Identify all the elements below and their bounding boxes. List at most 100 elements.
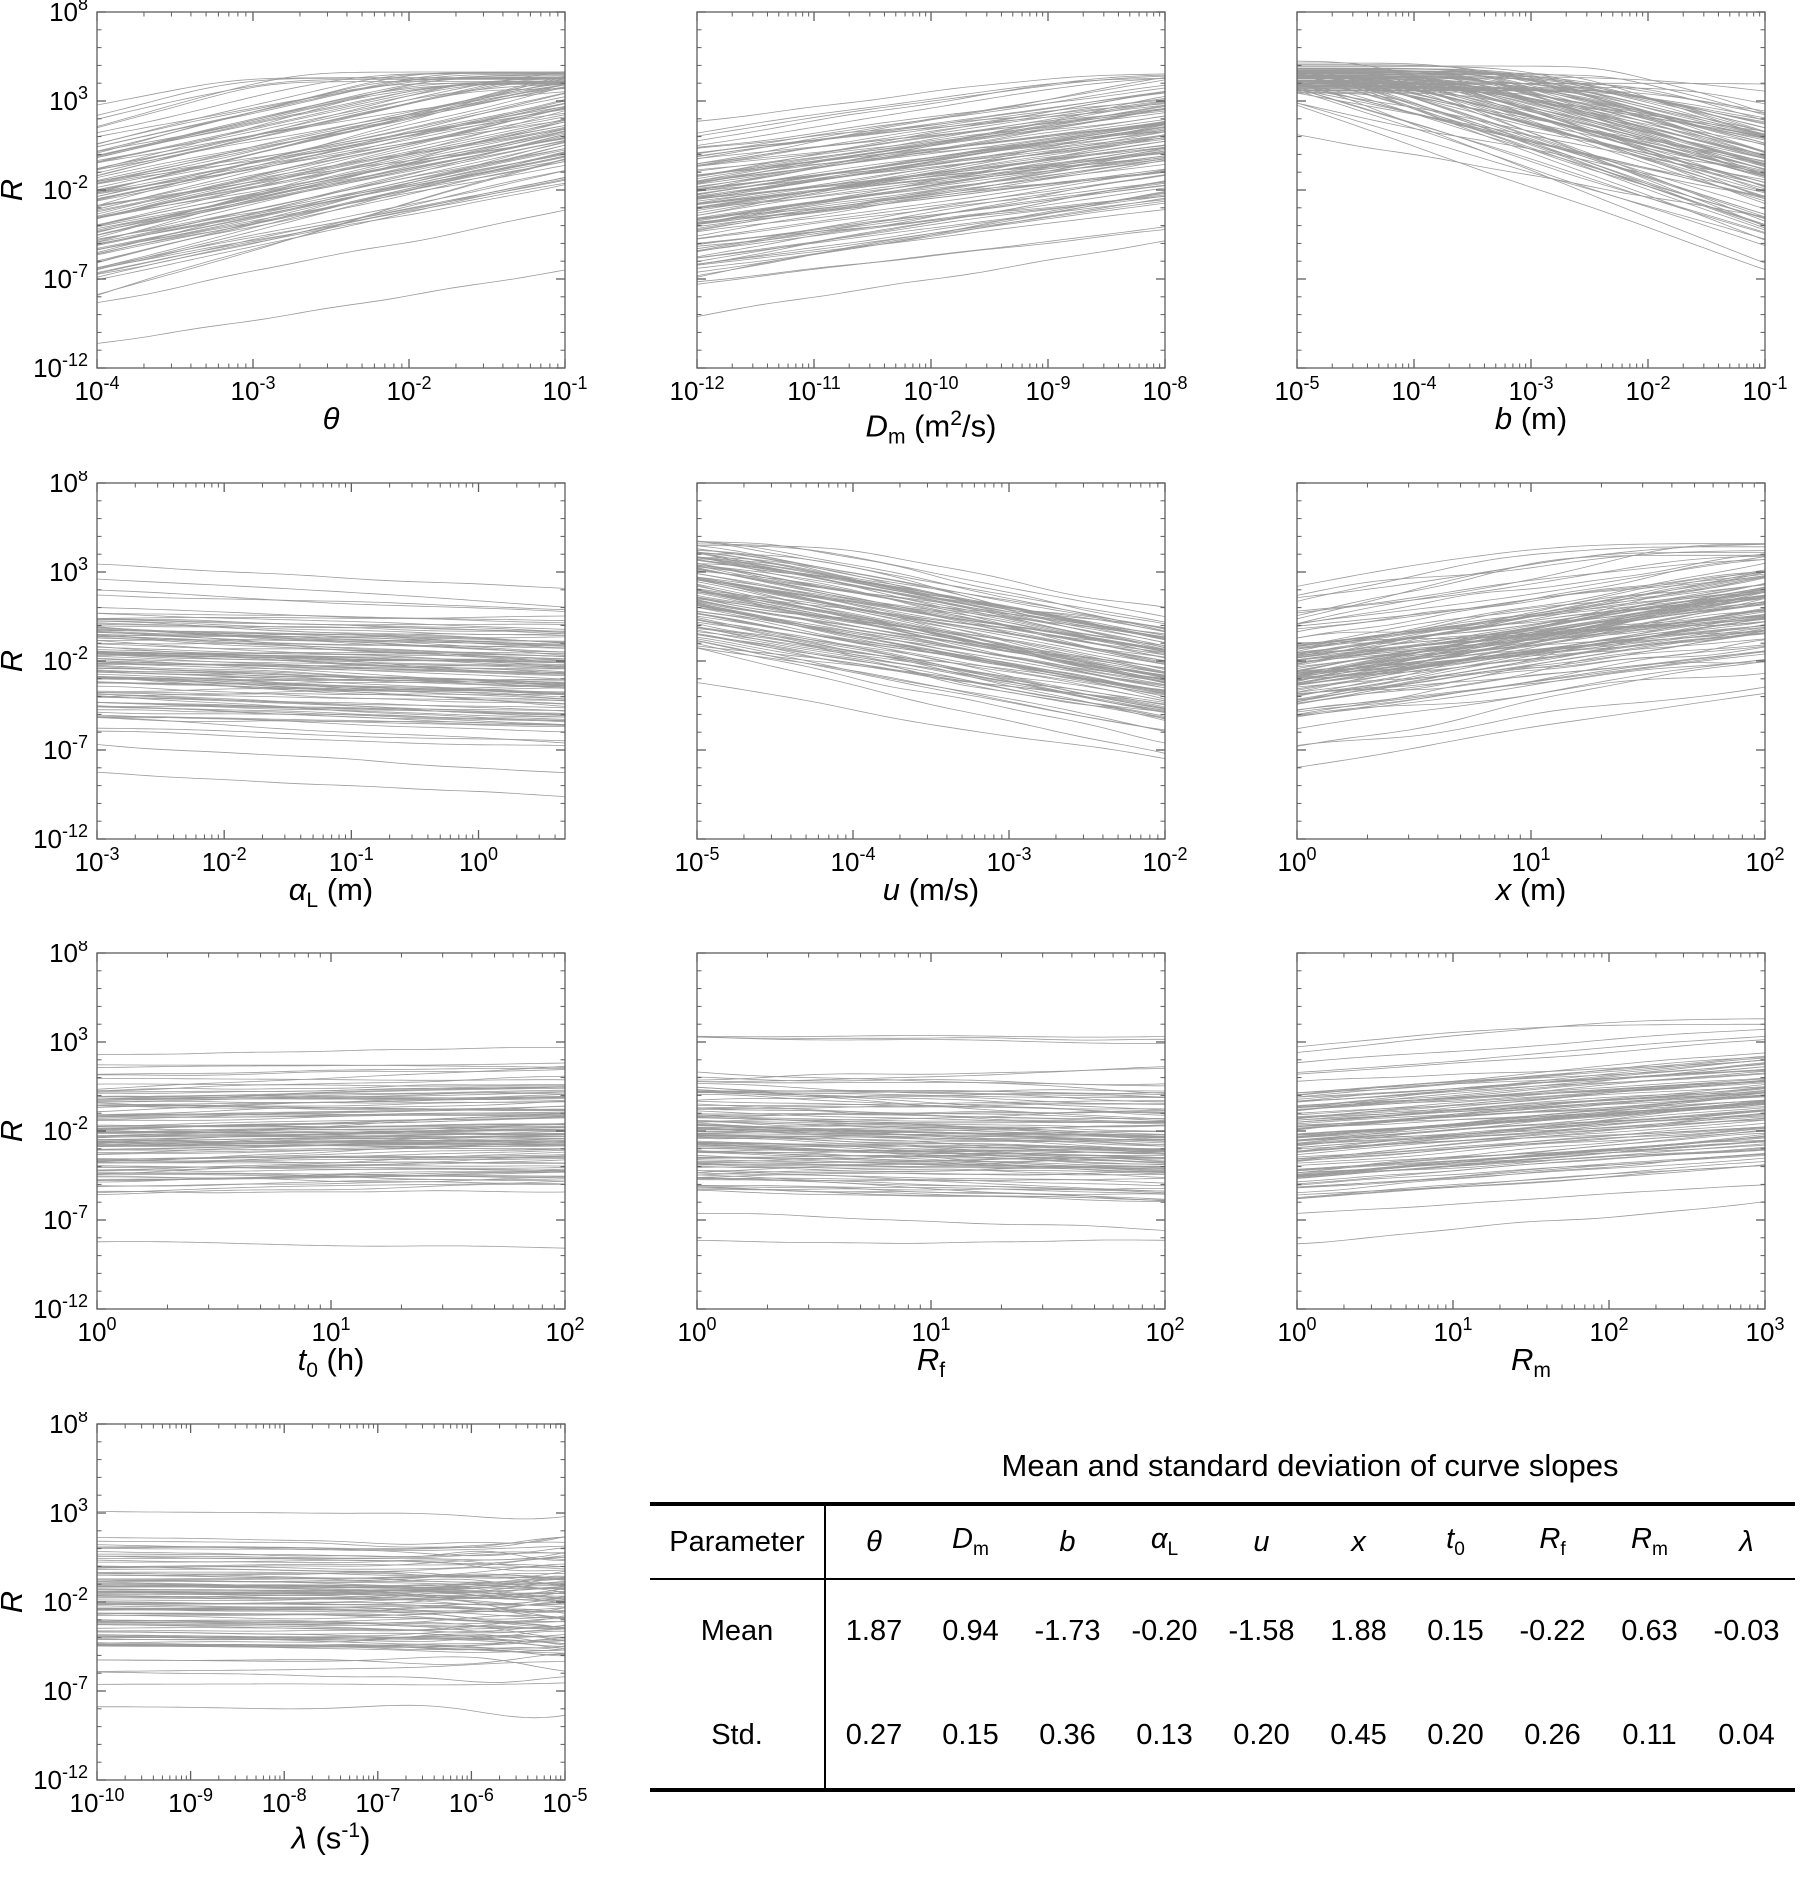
svg-text:10-7: 10-7: [43, 261, 88, 294]
slope-table-container: Mean and standard deviation of curve slo…: [650, 1448, 1795, 1792]
svg-text:10-12: 10-12: [33, 350, 88, 383]
svg-text:10-2: 10-2: [43, 643, 88, 676]
x-axis-label-lambda: λ (s-1): [291, 1819, 371, 1856]
svg-text:103: 103: [49, 1495, 88, 1528]
axis-box: [96, 952, 566, 1310]
svg-text:108: 108: [49, 471, 88, 498]
svg-text:10-1: 10-1: [543, 373, 588, 406]
svg-text:103: 103: [49, 1024, 88, 1057]
svg-text:10-7: 10-7: [43, 732, 88, 765]
plot-canvas-Rm: 100 101 102 103: [1278, 952, 1785, 1347]
svg-text:108: 108: [49, 941, 88, 968]
tick-labels: 10-5 10-4 10-3 10-2 10-1: [1275, 373, 1788, 406]
y-axis-label: R: [0, 1120, 29, 1142]
svg-text:10-2: 10-2: [387, 373, 432, 406]
table-cell: -0.03: [1713, 1614, 1780, 1647]
svg-text:100: 100: [1278, 1314, 1317, 1347]
svg-text:10-2: 10-2: [43, 172, 88, 205]
tick-labels: 100 101 102 108 103 10-2 10-7 10-12: [33, 941, 584, 1347]
axis-box: [96, 11, 566, 369]
curve-ensemble: [697, 73, 1165, 317]
x-axis-label-b: b (m): [1494, 401, 1568, 436]
axis-box: [96, 482, 566, 840]
table-cell: 0.04: [1718, 1718, 1775, 1751]
svg-text:10-3: 10-3: [1509, 373, 1554, 406]
subplot-u: 10-5 10-4 10-3 10-2 u (m/s): [600, 471, 1200, 941]
tick-labels: 100 101 102: [678, 1314, 1185, 1347]
plot-canvas-t0: 100 101 102 108 103 10-2 10-7 10-12 R: [0, 941, 584, 1347]
svg-text:101: 101: [312, 1314, 351, 1347]
svg-text:10-1: 10-1: [329, 844, 374, 877]
axis-box: [96, 1423, 566, 1781]
table-cell: 0.36: [1039, 1718, 1096, 1751]
svg-text:101: 101: [1512, 844, 1551, 877]
svg-text:100: 100: [459, 844, 498, 877]
curve-ensemble: [97, 71, 565, 344]
table-cell: 0.15: [942, 1718, 999, 1751]
header-param-8: Rm: [1601, 1504, 1698, 1580]
slope-table: Parameter θ Dm b αL u x t0 Rf Rm λ Mean 1.87 0.94 -1.7…: [650, 1502, 1795, 1792]
svg-text:108: 108: [49, 1412, 88, 1439]
svg-text:103: 103: [49, 83, 88, 116]
svg-text:100: 100: [78, 1314, 117, 1347]
subplot-alphaL: 10-3 10-2 10-1 100 108 103 10-2 10-7 10-12 RαL (m…: [0, 471, 600, 941]
header-param-6: t0: [1407, 1504, 1504, 1580]
svg-text:10-12: 10-12: [33, 1762, 88, 1795]
svg-text:10-3: 10-3: [75, 844, 120, 877]
svg-text:100: 100: [1278, 844, 1317, 877]
x-axis-label-Dm: Dm (m2/s): [865, 407, 997, 449]
svg-text:10-6: 10-6: [449, 1785, 494, 1818]
svg-text:10-2: 10-2: [43, 1113, 88, 1146]
table-cell: 0.94: [942, 1614, 999, 1647]
curve-ensemble: [697, 540, 1165, 759]
svg-text:10-2: 10-2: [1143, 844, 1188, 877]
axis-box: [1296, 482, 1766, 840]
plot-canvas-u: 10-5 10-4 10-3 10-2: [675, 482, 1188, 877]
svg-text:10-4: 10-4: [1392, 373, 1437, 406]
plot-canvas-Rf: 100 101 102: [678, 952, 1185, 1347]
row-label: Std.: [650, 1682, 826, 1790]
header-param-0: θ: [825, 1504, 922, 1580]
svg-text:103: 103: [1746, 1314, 1785, 1347]
x-axis-label-alphaL: αL (m): [288, 872, 374, 913]
table-cell: 0.63: [1621, 1614, 1678, 1647]
svg-text:101: 101: [1434, 1314, 1473, 1347]
svg-text:100: 100: [678, 1314, 717, 1347]
curve-ensemble: [97, 1511, 565, 1719]
svg-text:10-4: 10-4: [831, 844, 876, 877]
subplot-theta: 10-4 10-3 10-2 10-1 108 103 10-2 10-7 10-12 Rθ: [0, 0, 600, 470]
plot-canvas-x: 100 101 102: [1278, 482, 1785, 877]
svg-text:10-2: 10-2: [202, 844, 247, 877]
curve-ensemble: [97, 563, 565, 797]
plot-canvas-Dm: 10-12 10-11 10-10 10-9 10-8: [670, 11, 1187, 406]
table-header-row: Parameter θ Dm b αL u x t0 Rf Rm λ: [650, 1504, 1795, 1580]
table-cell: 0.26: [1524, 1718, 1581, 1751]
svg-text:10-7: 10-7: [355, 1785, 400, 1818]
table-cell: 1.88: [1330, 1614, 1387, 1647]
svg-text:10-10: 10-10: [70, 1785, 125, 1818]
table-cell: 0.20: [1233, 1718, 1290, 1751]
table-cell: 0.27: [845, 1718, 903, 1751]
svg-text:10-9: 10-9: [1026, 373, 1071, 406]
header-param-2: b: [1019, 1504, 1116, 1580]
subplot-Dm: 10-12 10-11 10-10 10-9 10-8 Dm (m2/s): [600, 0, 1200, 470]
x-axis-label-x: x (m): [1495, 872, 1567, 907]
subplot-Rm: 100 101 102 103 Rm: [1200, 941, 1800, 1411]
table-cell: 0.20: [1427, 1718, 1484, 1751]
plot-canvas-b: 10-5 10-4 10-3 10-2 10-1: [1275, 11, 1788, 406]
axis-box: [696, 11, 1166, 369]
tick-labels: 100 101 102: [1278, 844, 1785, 877]
svg-text:10-11: 10-11: [787, 373, 841, 406]
svg-text:10-7: 10-7: [43, 1673, 88, 1706]
svg-text:10-7: 10-7: [43, 1202, 88, 1235]
x-axis-label-Rm: Rm: [1511, 1342, 1551, 1383]
axis-box: [1296, 11, 1766, 369]
x-axis-label-t0: t0 (h): [297, 1342, 365, 1383]
svg-text:10-1: 10-1: [1743, 373, 1788, 406]
axis-box: [696, 952, 1166, 1310]
axis-box: [1296, 952, 1766, 1310]
svg-text:10-5: 10-5: [1275, 373, 1320, 406]
tick-labels: 100 101 102 103: [1278, 1314, 1785, 1347]
curve-ensemble: [1297, 60, 1765, 270]
